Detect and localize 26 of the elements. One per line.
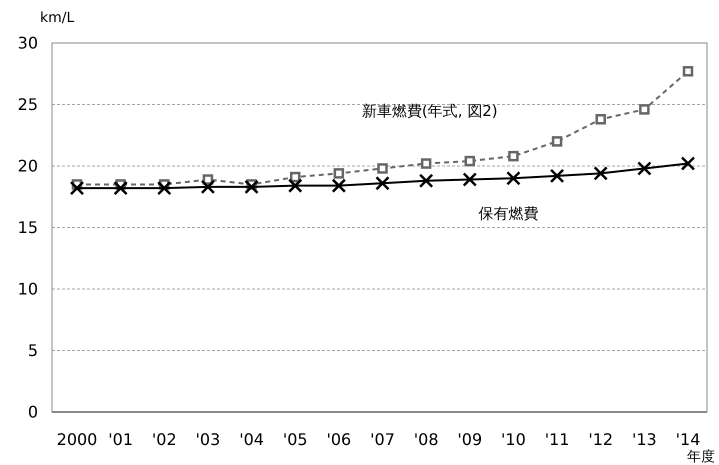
x-tick-label: '08 bbox=[414, 430, 439, 449]
x-tick-label: '03 bbox=[196, 430, 220, 449]
text: 新車燃費(年式, 図2) bbox=[362, 102, 498, 120]
x-tick-label: '11 bbox=[544, 430, 570, 449]
y-tick-label: 15 bbox=[18, 218, 38, 238]
y-tick-label: 30 bbox=[18, 34, 38, 53]
y-tick-label: 20 bbox=[18, 156, 38, 176]
y-tick-label: 5 bbox=[28, 341, 38, 360]
x-tick-label: '04 bbox=[239, 430, 264, 449]
x-tick-label: 2000 bbox=[56, 430, 98, 449]
y-axis-title: km/L bbox=[40, 10, 74, 26]
x-tick-label: '14 bbox=[676, 430, 700, 449]
x-tick-label: '09 bbox=[457, 430, 482, 449]
x-tick-label: '13 bbox=[632, 430, 657, 449]
x-tick-label: '12 bbox=[588, 430, 614, 449]
x-tick-label: '10 bbox=[501, 430, 526, 449]
y-tick-label: 25 bbox=[18, 95, 38, 114]
y-tick-label: 0 bbox=[28, 402, 38, 422]
series-label: 保有燃費 bbox=[478, 204, 538, 222]
x-tick-label: '02 bbox=[152, 430, 177, 449]
y-tick-label: 10 bbox=[18, 280, 38, 299]
x-tick-label: '05 bbox=[282, 430, 308, 449]
x-tick-label: '01 bbox=[108, 430, 134, 449]
x-tick-label: '06 bbox=[326, 430, 352, 449]
x-axis-title: 年度 bbox=[687, 449, 715, 465]
x-tick-label: '07 bbox=[370, 430, 395, 449]
